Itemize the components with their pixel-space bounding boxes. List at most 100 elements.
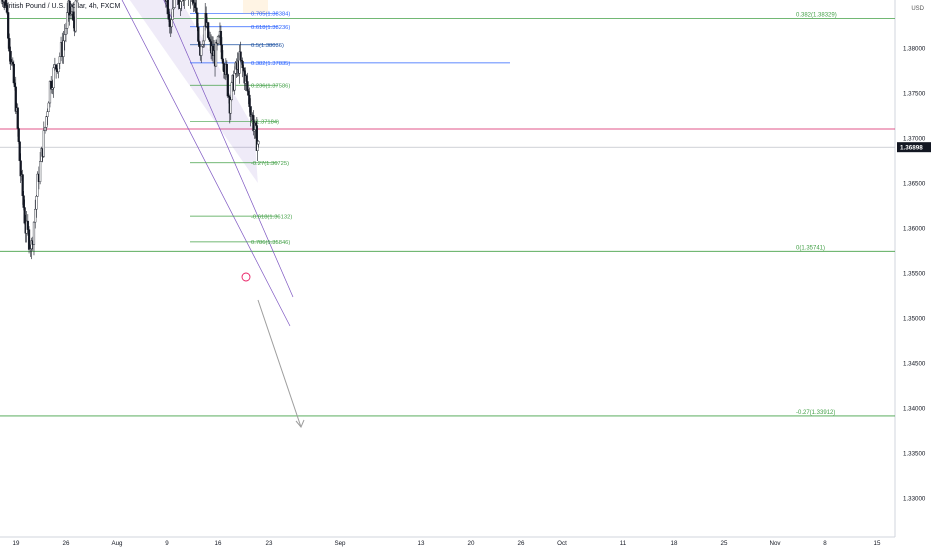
inner-fib-label: 0.236(1.37586) [251,84,290,90]
inner-fib-label: 0.618(1.38236) [251,25,290,31]
x-tick-label: 13 [418,540,425,547]
candle-body [64,28,68,35]
y-tick-label: 1.36000 [903,226,926,233]
candle-body [34,208,37,223]
candle-body [248,94,251,107]
channel-fill [129,0,258,183]
candle-body [55,64,58,70]
candle-body [179,1,182,9]
projection-arrow [257,299,302,428]
fib-level-label: -0.27(1.33912) [796,410,835,416]
candle-body [180,0,183,2]
last-price-label: 1.36898 [900,145,923,152]
x-tick-label: 19 [13,540,20,547]
chart-title: British Pound / U.S. Dollar, 4h, FXCM [4,3,121,10]
candle-body [66,12,69,29]
candle-body [246,81,249,92]
y-tick-label: 1.35000 [903,316,926,323]
candle-body [58,56,61,64]
candle-body [51,87,54,90]
candle-body [18,141,21,161]
y-tick-label: 1.38000 [903,46,926,53]
candle-body [166,0,169,15]
candle-body [203,25,206,42]
inner-fib-label: 0.382(1.37835) [251,61,290,67]
inner-fib-label: 0.705(1.38384) [251,12,290,18]
candle-body [45,116,48,128]
candle-body [19,160,22,177]
x-tick-label: 26 [518,540,525,547]
x-tick-label: Oct [557,540,567,547]
candle-body [177,0,180,5]
candle-body [69,14,72,16]
x-tick-label: 9 [165,540,169,547]
candle-body [252,115,255,132]
x-tick-label: 20 [468,540,475,547]
candle-body [226,74,229,97]
candle-body [29,248,32,250]
candle-body [225,63,228,75]
candle-body [171,8,174,20]
candle-body [8,38,11,52]
candle-body [36,173,39,197]
candle-body [170,19,173,27]
channel-upper-line [163,0,294,298]
candle-body [183,0,186,1]
candle-body [220,44,224,60]
inner-fib-label: 0.5(1.38036) [251,43,284,49]
candle-body [239,51,242,61]
inner-fib-label: -0.618(1.36132) [251,214,292,220]
y-tick-label: 1.36500 [903,181,926,188]
candle-body [72,11,75,21]
candle-body [7,12,10,39]
x-tick-label: 26 [63,540,70,547]
candle-body [168,19,171,27]
projection-arrow-head [295,419,305,428]
x-tick-label: Sep [334,540,346,547]
marker-circle [241,272,251,282]
candle-body [62,40,65,57]
candle-body [257,141,260,145]
candle-body [16,107,19,129]
candle-body [63,34,66,42]
y-tick-label: 1.33500 [903,451,926,458]
candle-body [52,67,55,89]
candle-body [201,44,204,47]
candle-body [221,58,225,64]
fib-zone-box [243,0,268,14]
candle-body [48,81,52,104]
candle-body [196,12,199,28]
candle-body [198,41,201,47]
candle-body [46,111,49,117]
candle-body [216,36,220,44]
y-tick-label: 1.34000 [903,406,926,413]
candle-body [194,2,197,9]
inner-fib-label: 0(1.37184) [251,120,279,126]
candle-body [167,13,170,20]
candle-body [230,82,233,101]
axis-unit: USD [911,6,924,12]
last-price-box [897,142,931,153]
candle-body [47,102,50,112]
candle-body [50,81,53,90]
candle-body [197,26,200,42]
candle-body [21,174,24,196]
candle-body [219,31,223,46]
candle-body [214,42,218,67]
candle-body [12,63,15,84]
channel-lower-line [121,0,291,327]
candle-body [74,0,77,32]
candle-body [27,229,31,250]
y-tick-label: 1.37000 [903,136,926,143]
candle-body [200,46,203,56]
candle-body [202,40,205,45]
candle-body [222,63,225,72]
y-tick-label: 1.33000 [903,496,926,503]
candle-body [9,50,12,65]
candle-body [195,7,198,13]
x-tick-label: 25 [721,540,728,547]
x-tick-label: 15 [874,540,881,547]
candle-body [11,61,14,65]
x-tick-label: 18 [671,540,678,547]
